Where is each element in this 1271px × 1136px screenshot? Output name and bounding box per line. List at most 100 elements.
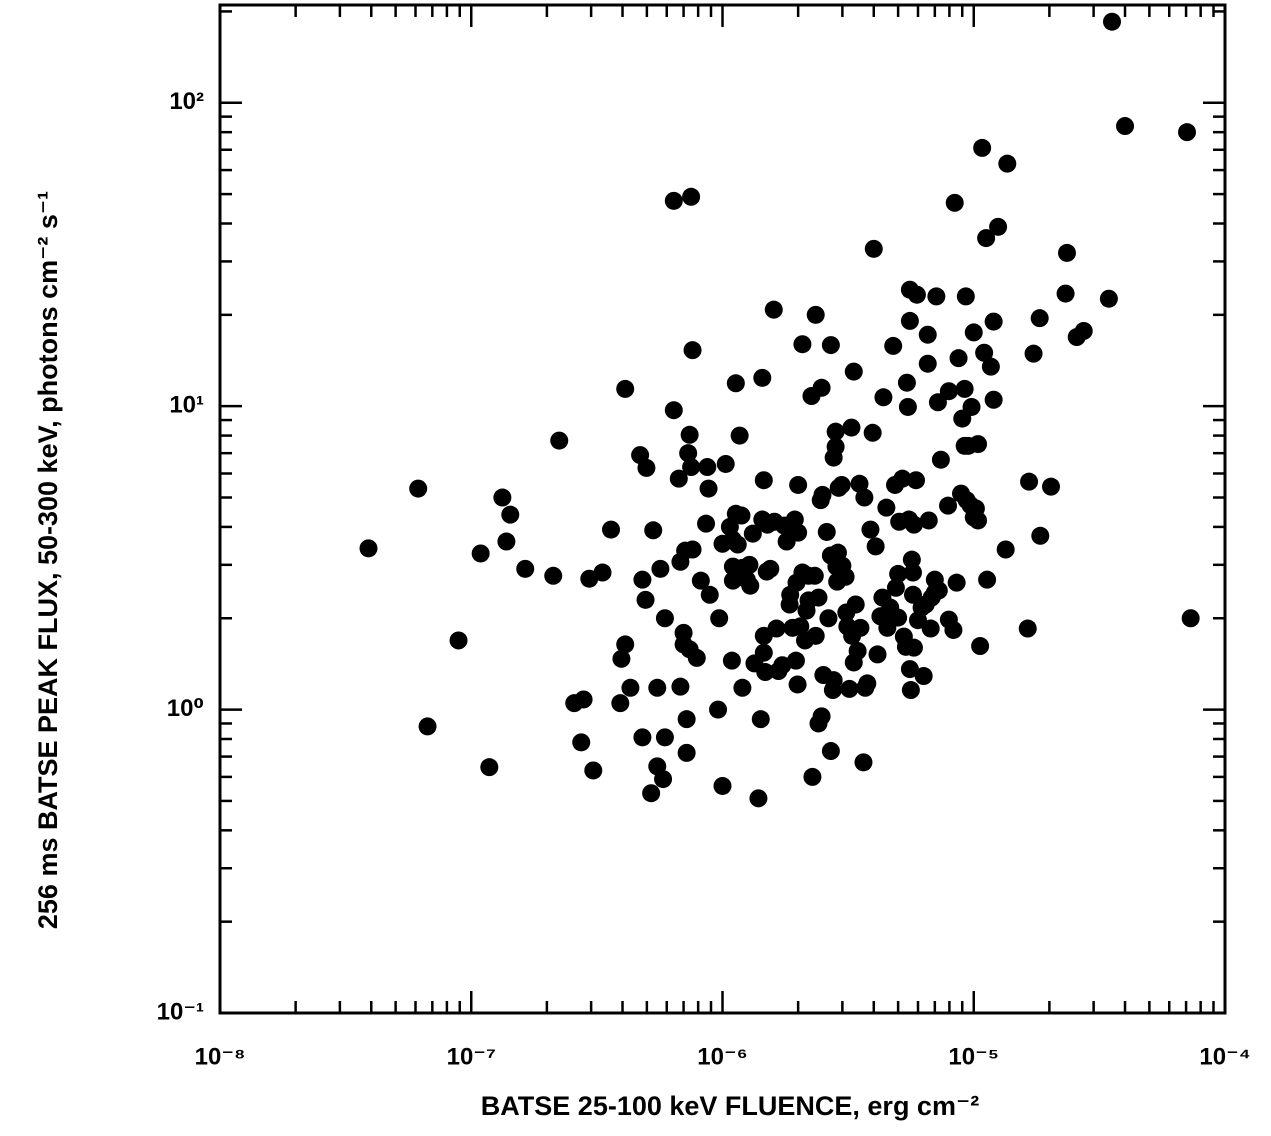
data-point xyxy=(679,444,698,463)
data-point xyxy=(927,287,946,306)
data-point xyxy=(651,559,670,578)
data-point xyxy=(1116,117,1135,136)
data-point xyxy=(544,566,563,585)
data-point xyxy=(858,674,877,693)
data-point xyxy=(612,649,631,668)
y-tick-label: 10¹ xyxy=(169,392,204,419)
data-point xyxy=(973,138,992,157)
data-point xyxy=(962,397,981,416)
data-point xyxy=(848,641,867,660)
data-point xyxy=(977,229,996,248)
data-point xyxy=(928,393,947,412)
data-point xyxy=(978,570,997,589)
data-point xyxy=(683,540,702,559)
data-point xyxy=(754,643,773,662)
data-point xyxy=(682,187,701,206)
data-point xyxy=(903,585,922,604)
data-point xyxy=(947,573,966,592)
data-point xyxy=(677,710,696,729)
data-point xyxy=(655,728,674,747)
data-point xyxy=(1181,609,1200,628)
data-point xyxy=(903,563,922,582)
y-tick-label: 10⁰ xyxy=(167,695,204,722)
data-point xyxy=(886,578,905,597)
data-point xyxy=(893,469,912,488)
data-point xyxy=(648,678,667,697)
data-point xyxy=(709,700,728,719)
data-point xyxy=(806,305,825,324)
data-point xyxy=(955,379,974,398)
data-point xyxy=(984,390,1003,409)
data-point xyxy=(550,431,569,450)
data-point xyxy=(854,753,873,772)
y-tick-label: 10⁻¹ xyxy=(157,998,204,1025)
data-point xyxy=(786,651,805,670)
data-point xyxy=(723,571,742,590)
x-tick-label: 10⁻⁷ xyxy=(447,1043,496,1070)
data-point xyxy=(621,678,640,697)
x-tick-label: 10⁻⁵ xyxy=(948,1043,999,1070)
data-point xyxy=(855,488,874,507)
data-point xyxy=(471,544,490,563)
data-point xyxy=(821,742,840,761)
data-point xyxy=(889,564,908,583)
data-point xyxy=(741,576,760,595)
data-point xyxy=(691,571,710,590)
data-point xyxy=(971,637,990,656)
data-point xyxy=(868,645,887,664)
data-point xyxy=(637,458,656,477)
data-point xyxy=(996,540,1015,559)
data-point xyxy=(493,488,512,507)
data-point xyxy=(480,758,499,777)
data-point xyxy=(1057,243,1076,262)
data-point xyxy=(826,437,845,456)
data-point xyxy=(904,638,923,657)
data-point xyxy=(740,555,759,574)
data-point xyxy=(743,524,762,543)
data-point xyxy=(939,496,958,515)
x-tick-label: 10⁻⁸ xyxy=(195,1043,246,1070)
data-point xyxy=(1030,309,1049,328)
data-point xyxy=(788,675,807,694)
data-point xyxy=(921,619,940,638)
data-point xyxy=(767,619,786,638)
x-tick-label: 10⁻⁴ xyxy=(1199,1043,1250,1070)
data-point xyxy=(902,550,921,569)
data-point xyxy=(1178,123,1197,142)
data-point xyxy=(1074,321,1093,340)
data-point xyxy=(730,426,749,445)
data-point xyxy=(655,609,674,628)
data-point xyxy=(501,505,520,524)
data-point xyxy=(874,388,893,407)
data-point xyxy=(789,523,808,542)
data-point xyxy=(919,511,938,530)
data-point xyxy=(851,618,870,637)
data-point xyxy=(984,312,1003,331)
data-point xyxy=(931,450,950,469)
data-point xyxy=(1024,344,1043,363)
data-point xyxy=(449,631,468,650)
data-point xyxy=(682,458,701,477)
data-point xyxy=(846,595,865,614)
data-point xyxy=(907,285,926,304)
data-point xyxy=(409,479,428,498)
data-point xyxy=(861,520,880,539)
data-point xyxy=(574,690,593,709)
data-point xyxy=(889,608,908,627)
data-point xyxy=(1056,284,1075,303)
data-point xyxy=(671,677,690,696)
data-point xyxy=(906,471,925,490)
data-point xyxy=(1031,526,1050,545)
data-point xyxy=(687,648,706,667)
data-point xyxy=(898,397,917,416)
data-point xyxy=(863,423,882,442)
data-point xyxy=(819,609,838,628)
data-point xyxy=(756,663,775,682)
data-point xyxy=(884,336,903,355)
data-point xyxy=(789,475,808,494)
data-point xyxy=(969,435,988,454)
data-point xyxy=(733,678,752,697)
data-point xyxy=(728,535,747,554)
data-point xyxy=(359,539,378,558)
data-point xyxy=(644,521,663,540)
